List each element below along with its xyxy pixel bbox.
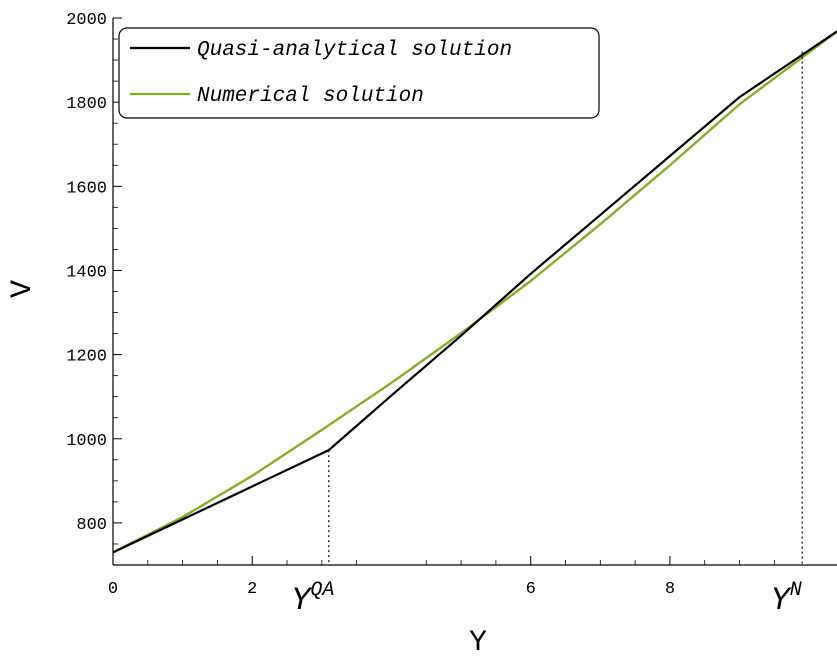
x-tick-label: 0 [108, 580, 118, 599]
y-tick-label: 1400 [66, 263, 107, 282]
y-tick-label: 1000 [66, 432, 107, 451]
x-axis-title: Y [469, 626, 487, 657]
marker-label: YN [771, 579, 802, 619]
y-tick-label: 2000 [66, 11, 107, 30]
series-line-quasi-analytical [113, 30, 837, 554]
series-layer [113, 30, 837, 554]
legend-label-numerical: Numerical solution [197, 85, 424, 108]
marker-layer: YQA YN [291, 51, 803, 619]
y-tick-label: 800 [76, 516, 107, 535]
series-line-numerical [113, 30, 837, 554]
ticks-layer: 800 1000 1200 1400 1600 1800 2000 0 2 6 8 [66, 11, 775, 599]
legend-label-quasi: Quasi-analytical solution [197, 39, 512, 62]
x-tick-label: 6 [526, 580, 536, 599]
x-tick-label: 2 [247, 580, 257, 599]
y-tick-label: 1800 [66, 95, 107, 114]
y-tick-label: 1200 [66, 348, 107, 367]
y-tick-label: 1600 [66, 179, 107, 198]
marker-label: YQA [291, 579, 334, 619]
y-axis-title: V [6, 280, 40, 298]
legend-box [118, 27, 600, 119]
x-tick-label: 8 [665, 580, 675, 599]
legend: Quasi-analytical solution Numerical solu… [118, 27, 600, 119]
